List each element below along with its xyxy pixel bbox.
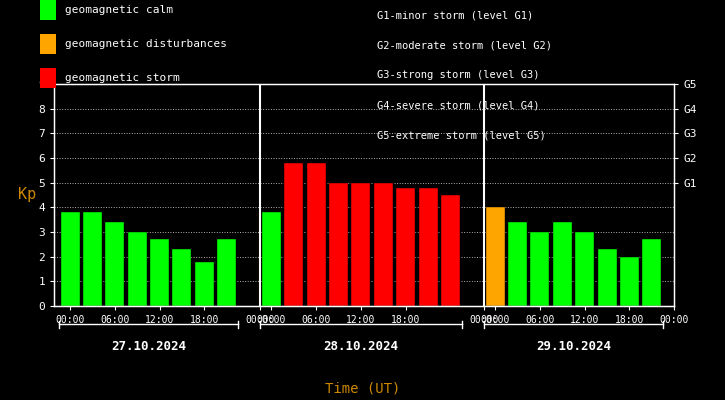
Text: 28.10.2024: 28.10.2024 xyxy=(323,340,399,353)
Bar xyxy=(642,239,661,306)
Text: geomagnetic disturbances: geomagnetic disturbances xyxy=(65,39,226,49)
Bar xyxy=(396,188,415,306)
Text: 29.10.2024: 29.10.2024 xyxy=(536,340,611,353)
Text: G4-severe storm (level G4): G4-severe storm (level G4) xyxy=(377,100,539,110)
Bar xyxy=(60,212,80,306)
Bar xyxy=(173,249,191,306)
Bar xyxy=(553,222,572,306)
Bar xyxy=(307,163,326,306)
Text: G5-extreme storm (level G5): G5-extreme storm (level G5) xyxy=(377,130,546,140)
Bar xyxy=(620,257,639,306)
Text: G3-strong storm (level G3): G3-strong storm (level G3) xyxy=(377,70,539,80)
Bar xyxy=(531,232,550,306)
Bar xyxy=(329,183,348,306)
Bar xyxy=(218,239,236,306)
Bar xyxy=(352,183,370,306)
Bar xyxy=(128,232,146,306)
Y-axis label: Kp: Kp xyxy=(18,188,36,202)
Bar xyxy=(284,163,303,306)
Bar xyxy=(105,222,124,306)
Text: G2-moderate storm (level G2): G2-moderate storm (level G2) xyxy=(377,40,552,50)
Bar xyxy=(486,207,505,306)
Text: geomagnetic storm: geomagnetic storm xyxy=(65,73,179,83)
Text: G1-minor storm (level G1): G1-minor storm (level G1) xyxy=(377,10,534,20)
Bar xyxy=(597,249,617,306)
Bar xyxy=(83,212,102,306)
Bar xyxy=(418,188,438,306)
Bar xyxy=(575,232,594,306)
Text: 27.10.2024: 27.10.2024 xyxy=(111,340,186,353)
Bar xyxy=(441,195,460,306)
Text: geomagnetic calm: geomagnetic calm xyxy=(65,5,173,15)
Bar xyxy=(508,222,527,306)
Bar xyxy=(374,183,393,306)
Bar xyxy=(195,262,214,306)
Bar xyxy=(262,212,281,306)
Bar xyxy=(150,239,169,306)
Text: Time (UT): Time (UT) xyxy=(325,382,400,396)
